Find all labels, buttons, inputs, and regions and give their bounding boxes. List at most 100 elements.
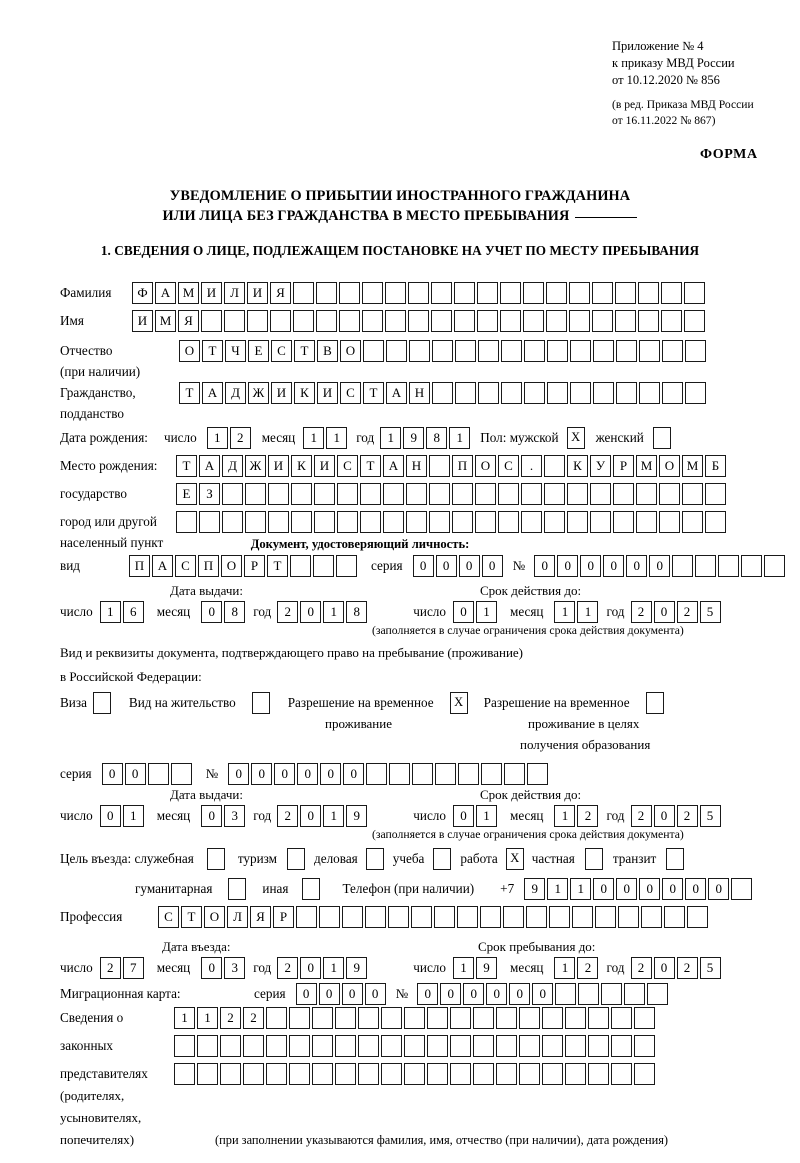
char-box[interactable] (170, 763, 192, 785)
char-box[interactable] (555, 983, 577, 1005)
char-box[interactable] (222, 511, 243, 533)
char-box[interactable] (454, 282, 475, 304)
char-box[interactable]: Н (409, 382, 430, 404)
char-box[interactable]: О (475, 455, 496, 477)
char-box[interactable] (524, 382, 545, 404)
char-box[interactable]: И (132, 310, 153, 332)
char-box[interactable] (431, 310, 452, 332)
char-box[interactable] (695, 555, 717, 577)
char-box[interactable]: 0 (201, 957, 223, 979)
char-box[interactable] (705, 483, 726, 505)
char-box[interactable] (523, 310, 544, 332)
char-box[interactable] (661, 282, 682, 304)
char-box[interactable] (662, 340, 683, 362)
char-box[interactable] (547, 382, 568, 404)
char-box[interactable]: К (567, 455, 588, 477)
char-box[interactable] (481, 763, 503, 785)
char-box[interactable] (291, 511, 312, 533)
char-box[interactable] (245, 511, 266, 533)
char-box[interactable]: 0 (124, 763, 146, 785)
char-box[interactable] (570, 340, 591, 362)
char-box[interactable]: 0 (580, 555, 602, 577)
char-box[interactable]: 1 (99, 601, 121, 623)
char-box[interactable] (592, 310, 613, 332)
char-box[interactable] (682, 483, 703, 505)
char-box[interactable] (477, 310, 498, 332)
char-box[interactable]: А (383, 455, 404, 477)
char-box[interactable]: 3 (224, 805, 246, 827)
char-box[interactable] (174, 1035, 195, 1057)
char-box[interactable] (519, 1007, 540, 1029)
char-box[interactable] (592, 282, 613, 304)
char-box[interactable]: 2 (277, 601, 299, 623)
char-box[interactable] (220, 1035, 241, 1057)
char-box[interactable] (685, 340, 706, 362)
char-box[interactable] (542, 1007, 563, 1029)
char-box[interactable]: И (268, 455, 289, 477)
char-box[interactable]: 2 (277, 805, 299, 827)
char-box[interactable]: М (178, 282, 199, 304)
char-box[interactable] (595, 906, 616, 928)
char-box[interactable]: Т (363, 382, 384, 404)
char-box[interactable] (362, 282, 383, 304)
char-box[interactable] (500, 282, 521, 304)
char-box[interactable] (618, 906, 639, 928)
char-box[interactable] (496, 1007, 517, 1029)
char-box[interactable] (672, 555, 694, 577)
char-box[interactable]: 0 (201, 601, 223, 623)
char-box[interactable]: М (155, 310, 176, 332)
char-box[interactable]: Д (225, 382, 246, 404)
char-box[interactable] (588, 1063, 609, 1085)
char-box[interactable] (478, 382, 499, 404)
char-box[interactable]: 5 (699, 957, 721, 979)
char-box[interactable] (764, 555, 786, 577)
char-box[interactable] (473, 1063, 494, 1085)
char-box[interactable]: П (452, 455, 473, 477)
char-box[interactable] (386, 340, 407, 362)
char-box[interactable]: 0 (297, 763, 319, 785)
char-box[interactable] (268, 483, 289, 505)
char-box[interactable]: Я (270, 282, 291, 304)
char-box[interactable]: А (199, 455, 220, 477)
checkbox-purpose-private[interactable] (584, 848, 603, 870)
char-box[interactable] (290, 555, 311, 577)
char-box[interactable]: 1 (475, 805, 497, 827)
char-box[interactable] (624, 983, 646, 1005)
char-box[interactable] (406, 483, 427, 505)
char-box[interactable] (503, 906, 524, 928)
char-box[interactable] (684, 282, 705, 304)
char-box[interactable]: 0 (463, 983, 485, 1005)
char-box[interactable] (475, 483, 496, 505)
char-box[interactable]: Я (178, 310, 199, 332)
char-box[interactable]: 6 (122, 601, 144, 623)
char-box[interactable] (383, 483, 404, 505)
char-box[interactable]: Т (360, 455, 381, 477)
char-box[interactable]: 9 (524, 878, 546, 900)
char-box[interactable] (565, 1063, 586, 1085)
char-box[interactable] (477, 282, 498, 304)
char-box[interactable] (634, 1007, 655, 1029)
char-box[interactable] (501, 340, 522, 362)
char-box[interactable] (473, 1007, 494, 1029)
char-box[interactable]: Р (244, 555, 265, 577)
char-box[interactable] (147, 763, 169, 785)
char-box[interactable] (601, 983, 623, 1005)
char-box[interactable] (611, 1007, 632, 1029)
char-box[interactable]: 1 (547, 878, 569, 900)
char-box[interactable] (385, 282, 406, 304)
char-box[interactable]: А (152, 555, 173, 577)
char-box[interactable] (546, 310, 567, 332)
char-box[interactable] (496, 1063, 517, 1085)
char-box[interactable]: Л (227, 906, 248, 928)
input-legal-rep-line-2[interactable] (174, 1035, 657, 1057)
char-box[interactable] (388, 906, 409, 928)
